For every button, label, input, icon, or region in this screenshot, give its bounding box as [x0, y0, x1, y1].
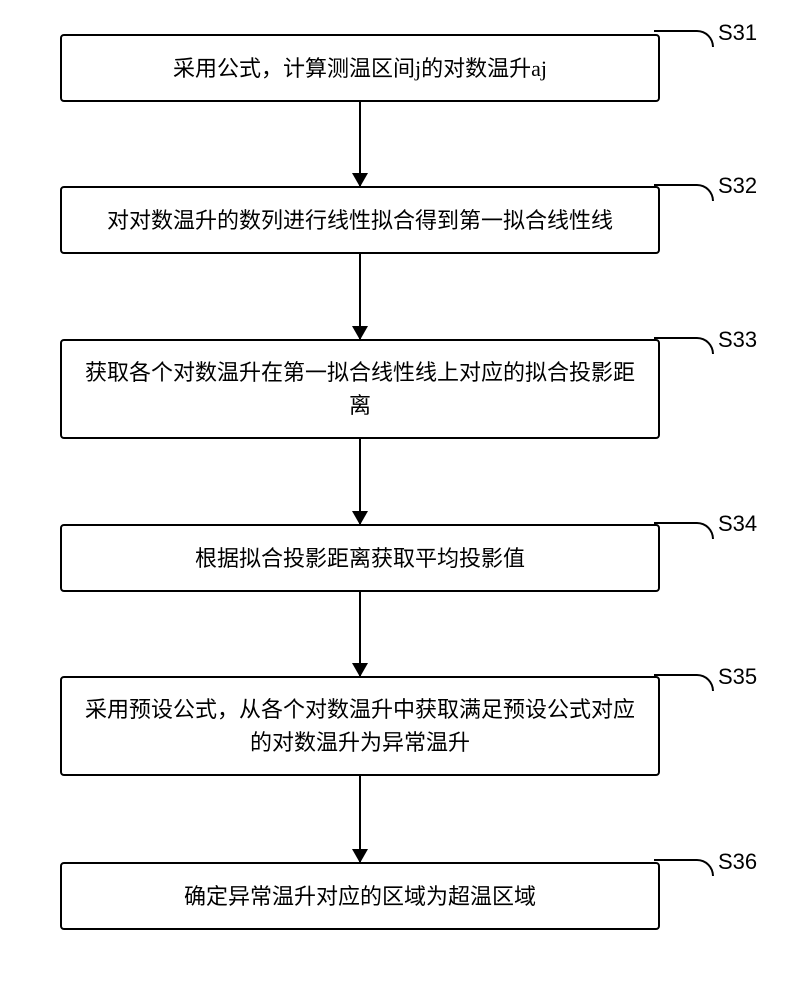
step-label-s32: S32 [718, 173, 757, 199]
step-box-s32: 对对数温升的数列进行线性拟合得到第一拟合线性线 [60, 186, 660, 254]
arrow [359, 102, 361, 186]
connector-line-s34 [654, 522, 714, 539]
step-text: 采用公式，计算测温区间j的对数温升aj [173, 52, 547, 85]
flowchart-container: 采用公式，计算测温区间j的对数温升aj S31 对对数温升的数列进行线性拟合得到… [0, 0, 792, 1000]
step-text: 确定异常温升对应的区域为超温区域 [184, 880, 536, 913]
step-text: 采用预设公式，从各个对数温升中获取满足预设公式对应的对数温升为异常温升 [82, 693, 638, 759]
step-text: 获取各个对数温升在第一拟合线性线上对应的拟合投影距离 [82, 356, 638, 422]
step-text: 根据拟合投影距离获取平均投影值 [195, 542, 525, 575]
step-box-s36: 确定异常温升对应的区域为超温区域 [60, 862, 660, 930]
step-label-s35: S35 [718, 664, 757, 690]
step-box-s35: 采用预设公式，从各个对数温升中获取满足预设公式对应的对数温升为异常温升 [60, 676, 660, 776]
step-text: 对对数温升的数列进行线性拟合得到第一拟合线性线 [107, 204, 613, 237]
step-label-s34: S34 [718, 511, 757, 537]
step-label-s31: S31 [718, 20, 757, 46]
step-label-s33: S33 [718, 327, 757, 353]
connector-line-s31 [654, 30, 714, 47]
connector-line-s32 [654, 184, 714, 201]
connector-line-s33 [654, 337, 714, 354]
arrow [359, 776, 361, 862]
step-label-s36: S36 [718, 849, 757, 875]
connector-line-s36 [654, 859, 714, 876]
step-box-s33: 获取各个对数温升在第一拟合线性线上对应的拟合投影距离 [60, 339, 660, 439]
arrow [359, 254, 361, 339]
step-box-s31: 采用公式，计算测温区间j的对数温升aj [60, 34, 660, 102]
arrow [359, 592, 361, 676]
arrow [359, 439, 361, 524]
step-box-s34: 根据拟合投影距离获取平均投影值 [60, 524, 660, 592]
connector-line-s35 [654, 674, 714, 691]
